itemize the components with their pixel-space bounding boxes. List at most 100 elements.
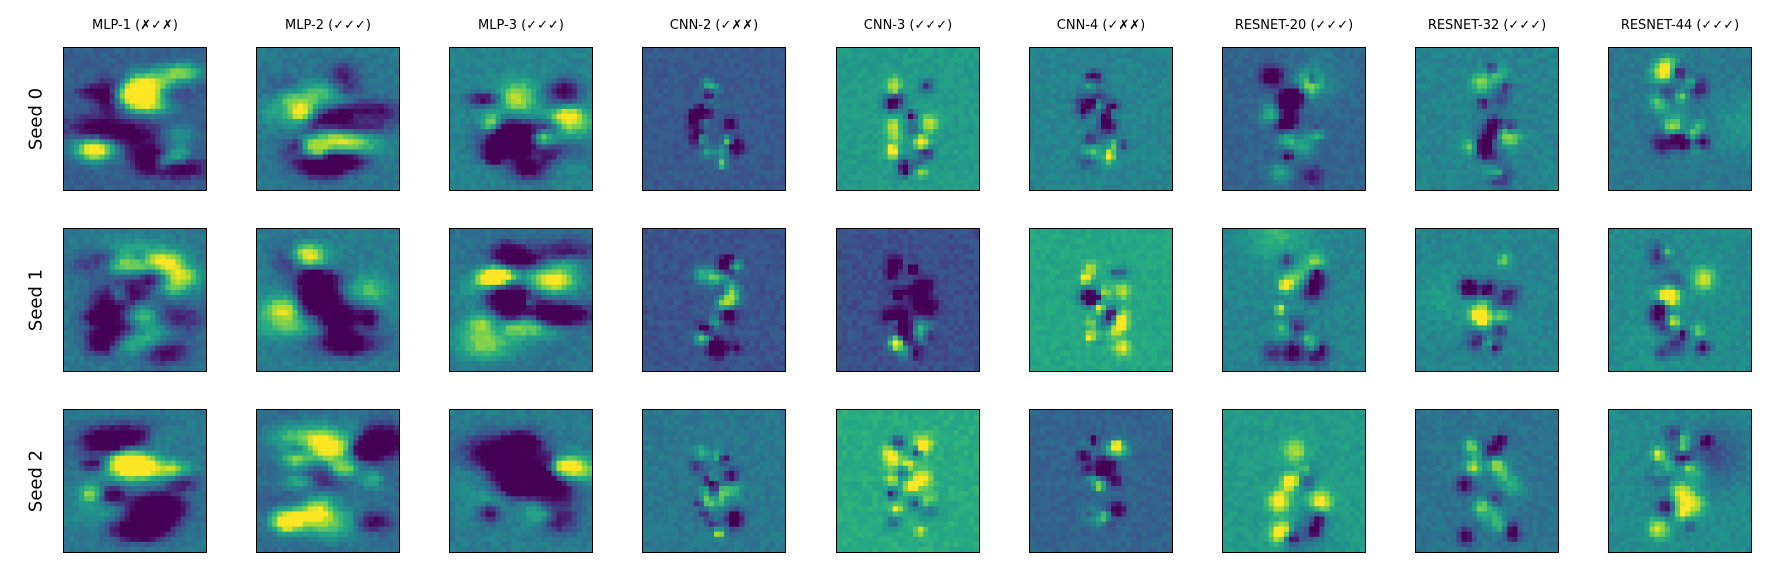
heatmap-cell: [79, 63, 85, 69]
heatmap-cell: [749, 159, 755, 166]
heatmap-cell: [292, 73, 298, 79]
heatmap-cell: [913, 113, 919, 120]
heatmap-cell: [257, 78, 263, 84]
heatmap-cell: [195, 144, 202, 150]
heatmap-cell: [1040, 169, 1046, 176]
heatmap-cell: [69, 159, 75, 166]
heatmap-cell: [393, 159, 399, 166]
heatmap-cell: [1080, 174, 1087, 181]
heatmap-cell: [1045, 88, 1051, 95]
heatmap-cell: [195, 58, 202, 64]
heatmap-cell: [897, 129, 904, 135]
heatmap-cell: [175, 174, 182, 181]
heatmap-cell: [1223, 93, 1229, 100]
heatmap-cell: [892, 73, 899, 79]
heatmap-cell: [89, 149, 95, 155]
heatmap-cell: [150, 159, 156, 166]
heatmap-cell: [358, 83, 364, 89]
heatmap-cell: [124, 103, 131, 110]
heatmap-cell: [1349, 78, 1356, 84]
heatmap-cell: [744, 124, 750, 130]
heatmap-cell: [1151, 88, 1158, 95]
heatmap-cell: [1131, 108, 1137, 115]
heatmap-cell: [837, 139, 843, 145]
heatmap-cell: [892, 63, 899, 69]
heatmap-cell: [556, 129, 562, 135]
heatmap-cell: [124, 129, 131, 135]
heatmap-cell: [531, 159, 537, 166]
heatmap-cell: [200, 119, 206, 125]
heatmap-cell: [373, 139, 380, 145]
heatmap-cell: [1131, 83, 1137, 89]
heatmap-cell: [69, 174, 75, 181]
heatmap-cell: [908, 179, 914, 186]
heatmap-cell: [460, 169, 466, 176]
heatmap-cell: [852, 174, 858, 181]
heatmap-cell: [546, 48, 552, 54]
heatmap-cell: [160, 98, 166, 105]
heatmap-cell: [586, 149, 592, 155]
heatmap-cell: [1319, 58, 1325, 64]
heatmap-cell: [556, 113, 562, 120]
heatmap-cell: [678, 88, 684, 95]
heatmap-cell: [267, 68, 273, 74]
heatmap-cell: [1141, 93, 1148, 100]
heatmap-cell: [714, 88, 720, 95]
heatmap-cell: [576, 98, 583, 105]
heatmap-cell: [749, 98, 755, 105]
heatmap-cell: [688, 83, 695, 89]
heatmap-cell: [1309, 48, 1315, 54]
heatmap-cell: [114, 139, 121, 145]
heatmap-cell: [872, 159, 878, 166]
heatmap-cell: [297, 149, 304, 155]
heatmap-cell: [683, 88, 690, 95]
heatmap-cell: [764, 164, 771, 171]
heatmap-cell: [383, 63, 390, 69]
heatmap-cell: [749, 78, 755, 84]
heatmap-cell: [892, 53, 899, 59]
heatmap-cell: [1136, 139, 1142, 145]
heatmap-cell: [1223, 88, 1229, 95]
heatmap-cell: [470, 169, 476, 176]
heatmap-cell: [455, 103, 461, 110]
heatmap-cell: [388, 98, 395, 105]
heatmap-cell: [1359, 48, 1365, 54]
heatmap-cell: [1294, 88, 1300, 95]
heatmap-cell: [1085, 103, 1092, 110]
heatmap-cell: [292, 134, 298, 140]
heatmap-cell: [892, 113, 899, 120]
heatmap-cell: [933, 124, 939, 130]
heatmap-cell: [719, 164, 725, 171]
heatmap-cell: [1131, 103, 1137, 110]
heatmap-cell: [1111, 58, 1117, 64]
heatmap-cell: [272, 78, 278, 84]
heatmap-cell: [668, 144, 674, 150]
heatmap-panel: [1222, 47, 1366, 191]
heatmap-cell: [1156, 58, 1163, 64]
heatmap-cell: [383, 139, 390, 145]
heatmap-cell: [658, 83, 664, 89]
heatmap-cell: [160, 129, 166, 135]
heatmap-cell: [1106, 83, 1112, 89]
heatmap-cell: [1131, 139, 1137, 145]
heatmap-cell: [576, 68, 583, 74]
heatmap-cell: [465, 103, 471, 110]
heatmap-cell: [119, 73, 126, 79]
heatmap-cell: [541, 98, 547, 105]
heatmap-cell: [262, 184, 268, 190]
heatmap-cell: [1101, 113, 1107, 120]
heatmap-cell: [490, 159, 497, 166]
heatmap-cell: [1283, 78, 1290, 84]
heatmap-cell: [393, 58, 399, 64]
heatmap-cell: [902, 108, 909, 115]
heatmap-cell: [155, 174, 161, 181]
heatmap-cell: [277, 169, 283, 176]
heatmap-cell: [536, 53, 542, 59]
heatmap-cell: [317, 174, 324, 181]
heatmap-cell: [383, 93, 390, 100]
heatmap-cell: [388, 129, 395, 135]
heatmap-cell: [1334, 53, 1341, 59]
heatmap-cell: [262, 88, 268, 95]
heatmap-cell: [948, 149, 955, 155]
heatmap-cell: [79, 179, 85, 186]
